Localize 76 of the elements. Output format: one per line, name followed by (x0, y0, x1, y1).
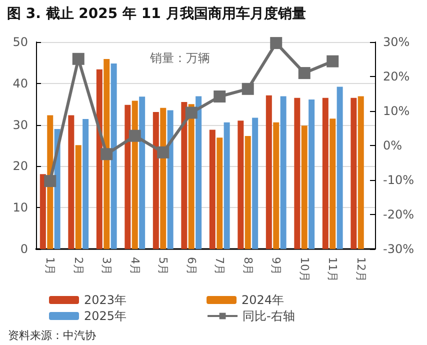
bar (350, 98, 357, 249)
point (128, 130, 141, 142)
x-tick-label: 9月 (270, 257, 283, 275)
bar (358, 96, 364, 249)
bar (244, 136, 251, 249)
x-tick-label: 3月 (100, 257, 114, 275)
x-tick-label: 5月 (156, 257, 170, 275)
bar (238, 120, 244, 249)
y-tick-label: 30 (12, 118, 28, 132)
bar (252, 118, 258, 249)
x-tick-label: 8月 (241, 257, 254, 275)
point (326, 55, 339, 68)
x-tick-label: 2月 (72, 257, 85, 275)
y2-tick-label: 10% (383, 104, 410, 118)
x-tick-label: 4月 (128, 257, 142, 275)
bar (68, 115, 74, 249)
bar (96, 69, 102, 249)
y2-tick-label: -10% (383, 173, 414, 187)
y2-tick-label: 30% (383, 35, 410, 49)
x-tick-label: 6月 (184, 257, 198, 275)
point (270, 37, 282, 50)
y2-tick-label: 20% (383, 70, 410, 84)
bar (322, 98, 328, 249)
bar (266, 95, 272, 249)
legend-label: 同比-右轴 (242, 309, 295, 323)
x-tick-label: 11月 (326, 257, 340, 282)
y-tick-label: 10 (12, 200, 28, 215)
bar (224, 122, 230, 249)
bar (124, 104, 131, 249)
bar (294, 98, 300, 249)
bar (167, 110, 174, 249)
bar (301, 126, 308, 249)
y2-tick-label: 0% (383, 138, 402, 152)
x-tick-label: 7月 (213, 257, 226, 275)
bar (160, 108, 166, 249)
point (72, 52, 84, 65)
bar (132, 100, 138, 249)
point (44, 175, 56, 188)
y2-tick-label: -20% (383, 208, 414, 222)
bar (280, 96, 286, 249)
annotation: 销量：万辆 (149, 51, 210, 65)
point (242, 82, 254, 95)
y-tick-label: 50 (12, 35, 28, 49)
point (100, 148, 113, 160)
point (157, 146, 170, 158)
bar (82, 119, 89, 249)
bar (273, 122, 280, 249)
legend-label: 2023年 (84, 293, 127, 307)
bar (308, 100, 315, 249)
y-tick-label: 0 (20, 242, 28, 256)
bar (216, 138, 223, 249)
x-tick-label: 1月 (44, 257, 57, 275)
chart-title: 图 3. 截止 2025 年 11 月我国商用车月度销量 (7, 5, 306, 22)
x-tick-label: 10月 (298, 257, 311, 282)
bar (40, 174, 46, 249)
bar (75, 145, 82, 249)
bar (330, 118, 336, 249)
legend-label: 2024年 (242, 293, 284, 307)
bar (188, 104, 194, 249)
bar (209, 130, 216, 249)
point (185, 106, 198, 119)
y-tick-label: 20 (12, 159, 28, 174)
bar (152, 112, 159, 249)
legend-label: 2025年 (84, 309, 127, 323)
point (298, 67, 310, 80)
bar (196, 96, 202, 249)
point (214, 90, 226, 103)
y-tick-label: 40 (12, 76, 28, 90)
bar (104, 58, 110, 249)
y2-tick-label: -30% (383, 242, 414, 256)
bar (139, 96, 146, 249)
text: 资料来源：中汽协 (8, 329, 96, 342)
bar (181, 102, 188, 249)
bar (110, 64, 117, 249)
x-tick-label: 12月 (354, 257, 368, 282)
bar (336, 86, 343, 249)
